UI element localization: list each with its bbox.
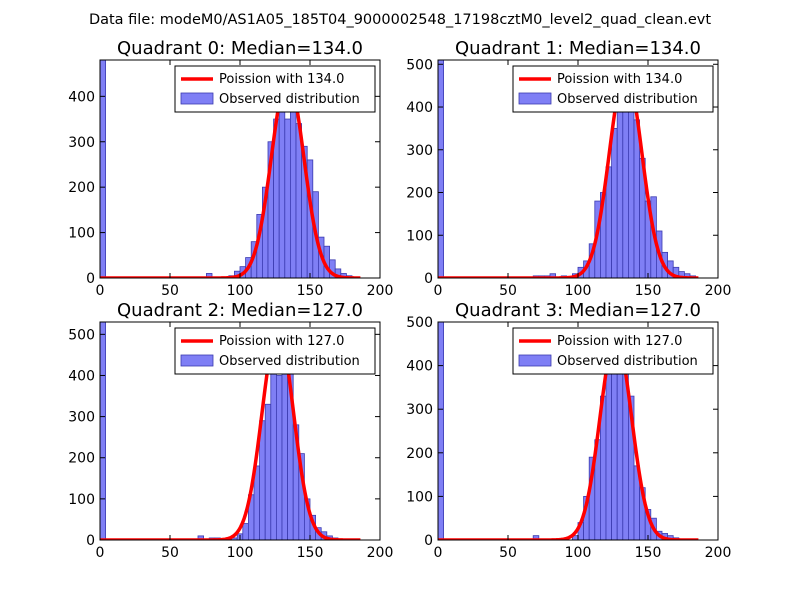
x-tick-label: 150 bbox=[297, 545, 324, 561]
histogram-bar bbox=[605, 365, 612, 540]
histogram-bar bbox=[242, 523, 249, 540]
y-tick-label: 200 bbox=[406, 446, 433, 462]
quadrant-3-chart: Quadrant 3: Median=127.0 0 50 100 150 200 0 100… bbox=[406, 300, 731, 561]
x-tick-label: 150 bbox=[635, 283, 662, 299]
x-tick-label: 50 bbox=[499, 283, 517, 299]
poisson-fit-line bbox=[100, 328, 362, 540]
y-tick-label: 500 bbox=[406, 57, 433, 73]
quadrant-1-chart: Quadrant 1: Median=134.0 0 50 100 150 200 0 100… bbox=[406, 38, 731, 299]
histogram-bar bbox=[289, 109, 297, 278]
histogram-bar bbox=[549, 273, 556, 278]
legend-bar-swatch bbox=[180, 354, 214, 367]
y-tick-label: 500 bbox=[68, 327, 95, 343]
y-tick-label: 500 bbox=[406, 315, 433, 331]
legend-bar-label: Observed distribution bbox=[219, 92, 360, 107]
x-tick-label: 100 bbox=[565, 283, 592, 299]
x-tick-label: 50 bbox=[161, 283, 179, 299]
legend-bar-label: Observed distribution bbox=[557, 354, 698, 369]
quadrant-0-chart: Quadrant 0: Median=134.0 0 50 100 150 200 0 100… bbox=[68, 38, 393, 299]
chart-title: Quadrant 1: Median=134.0 bbox=[455, 38, 701, 59]
legend-bar-swatch bbox=[518, 354, 552, 367]
chart-title: Quadrant 2: Median=127.0 bbox=[117, 300, 363, 321]
y-tick-label: 200 bbox=[68, 180, 95, 196]
legend-line-label: Poission with 127.0 bbox=[219, 334, 344, 349]
y-tick-label: 300 bbox=[406, 402, 433, 418]
quadrant-2-chart: Quadrant 2: Median=127.0 0 50 100 150 200 0 100… bbox=[68, 300, 393, 561]
y-tick-label: 100 bbox=[406, 489, 433, 505]
y-tick-label: 300 bbox=[68, 135, 95, 151]
histogram-bar bbox=[611, 127, 618, 278]
x-tick-label: 100 bbox=[227, 545, 254, 561]
y-tick-label: 0 bbox=[424, 271, 433, 287]
histogram-bar bbox=[264, 403, 272, 540]
legend-bar-swatch bbox=[180, 92, 214, 105]
legend-bar-label: Observed distribution bbox=[557, 92, 698, 107]
y-tick-label: 200 bbox=[406, 186, 433, 202]
legend: Poission with 127.0 Observed distribution bbox=[512, 327, 714, 375]
x-tick-label: 150 bbox=[635, 545, 662, 561]
histogram-bar bbox=[205, 273, 213, 278]
x-tick-label: 0 bbox=[96, 283, 105, 299]
x-tick-label: 150 bbox=[297, 283, 324, 299]
y-tick-label: 0 bbox=[424, 533, 433, 549]
histogram-bar bbox=[616, 356, 624, 540]
legend-line-label: Poission with 134.0 bbox=[219, 72, 344, 87]
x-tick-label: 0 bbox=[434, 545, 443, 561]
x-tick-label: 100 bbox=[565, 545, 592, 561]
histogram-bar bbox=[633, 119, 640, 278]
histogram-bar bbox=[622, 106, 629, 278]
x-tick-label: 0 bbox=[434, 283, 443, 299]
legend: Poission with 134.0 Observed distribution bbox=[512, 65, 714, 113]
y-tick-label: 400 bbox=[406, 359, 433, 375]
histogram-bar bbox=[438, 60, 444, 278]
legend-line-label: Poission with 127.0 bbox=[557, 334, 682, 349]
y-tick-label: 400 bbox=[68, 89, 95, 105]
x-tick-label: 200 bbox=[367, 545, 394, 561]
histogram-bar bbox=[284, 118, 291, 278]
legend-line-label: Poission with 134.0 bbox=[557, 72, 682, 87]
plot-area bbox=[100, 60, 362, 278]
x-tick-label: 200 bbox=[367, 283, 394, 299]
chart-title: Quadrant 3: Median=127.0 bbox=[455, 300, 701, 321]
y-tick-label: 0 bbox=[86, 271, 95, 287]
legend: Poission with 127.0 Observed distribution bbox=[174, 327, 376, 375]
legend-bar-label: Observed distribution bbox=[219, 354, 360, 369]
histogram-bar bbox=[532, 535, 540, 540]
legend-bar-swatch bbox=[518, 92, 552, 105]
x-tick-label: 50 bbox=[499, 545, 517, 561]
y-tick-label: 0 bbox=[86, 533, 95, 549]
y-tick-label: 100 bbox=[406, 228, 433, 244]
y-tick-label: 300 bbox=[68, 410, 95, 426]
histogram-bar bbox=[275, 375, 283, 540]
x-tick-label: 200 bbox=[705, 545, 732, 561]
y-tick-label: 200 bbox=[68, 451, 95, 467]
x-tick-label: 50 bbox=[161, 545, 179, 561]
x-tick-label: 100 bbox=[227, 283, 254, 299]
y-tick-label: 400 bbox=[68, 368, 95, 384]
y-tick-label: 100 bbox=[68, 226, 95, 242]
x-tick-label: 200 bbox=[705, 283, 732, 299]
chart-title: Quadrant 0: Median=134.0 bbox=[117, 38, 363, 59]
x-tick-label: 0 bbox=[96, 545, 105, 561]
histogram-bar bbox=[100, 60, 106, 278]
histogram-bar bbox=[100, 322, 106, 540]
plot-area bbox=[438, 322, 700, 540]
y-tick-label: 300 bbox=[406, 143, 433, 159]
histogram-bar bbox=[438, 322, 444, 540]
suptitle: Data file: modeM0/AS1A05_185T04_90000025… bbox=[89, 12, 711, 28]
legend: Poission with 134.0 Observed distribution bbox=[174, 65, 376, 113]
poisson-fit-line bbox=[438, 335, 700, 540]
y-tick-label: 100 bbox=[68, 492, 95, 508]
y-tick-label: 400 bbox=[406, 100, 433, 116]
